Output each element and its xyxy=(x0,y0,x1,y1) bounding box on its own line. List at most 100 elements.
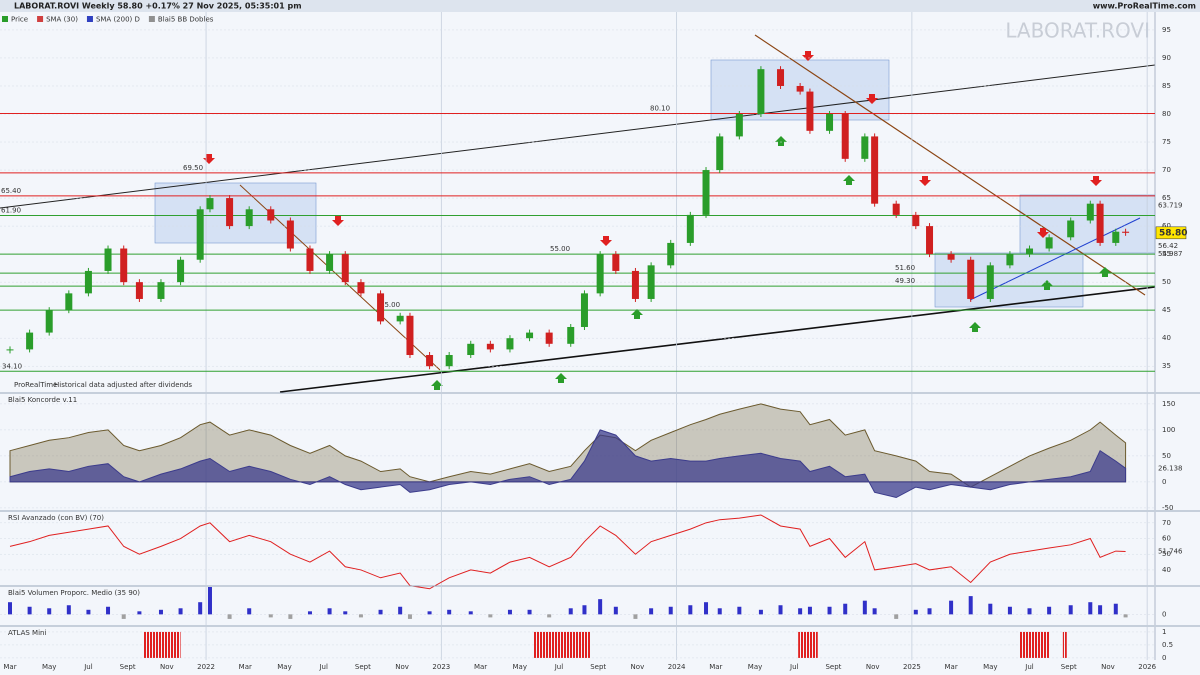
bar xyxy=(158,609,163,615)
y-tick-label: 35 xyxy=(1162,362,1171,370)
buy-arrow xyxy=(1099,267,1111,277)
candle xyxy=(871,136,879,204)
candle xyxy=(135,282,143,299)
level-label: 45.00 xyxy=(380,301,400,309)
x-tick-label: Sept xyxy=(825,663,841,671)
bar xyxy=(106,606,111,615)
bar xyxy=(66,605,71,615)
candle xyxy=(892,203,900,215)
level-label: 55.00 xyxy=(550,245,570,253)
level-label: 51.60 xyxy=(895,264,915,272)
x-tick-label: Nov xyxy=(631,663,645,671)
bar xyxy=(527,609,532,615)
candle xyxy=(667,242,675,266)
bar xyxy=(633,614,638,619)
y-tick-label: 0 xyxy=(1162,654,1166,662)
bar xyxy=(778,605,783,615)
bar xyxy=(649,608,654,615)
x-tick-label: Jul xyxy=(554,663,564,671)
x-tick-label: 2025 xyxy=(903,663,921,671)
sell-arrow xyxy=(866,94,878,104)
bar xyxy=(1027,608,1032,615)
bar xyxy=(447,609,452,615)
legend-swatch xyxy=(148,16,155,22)
x-tick-label: Jul xyxy=(1024,663,1034,671)
candle xyxy=(947,254,955,260)
signal-span xyxy=(798,631,818,658)
candle xyxy=(580,293,588,327)
zone-box xyxy=(710,59,890,121)
buy-arrow xyxy=(555,373,567,383)
candle xyxy=(806,91,814,131)
x-tick-label: May xyxy=(42,663,56,671)
bar xyxy=(547,614,552,618)
note: Historical data adjusted after dividends xyxy=(54,381,192,389)
pane-title: ATLAS Mini xyxy=(8,629,46,637)
bar xyxy=(488,614,493,618)
pane-title: Blai5 Koncorde v.11 xyxy=(8,396,77,404)
bar xyxy=(798,608,803,615)
x-tick-label: Nov xyxy=(395,663,409,671)
x-tick-label: Sept xyxy=(355,663,371,671)
header-title: LABORAT.ROVI Weekly 58.80 +0.17% 27 Nov … xyxy=(14,2,302,11)
x-tick-label: Jul xyxy=(318,663,328,671)
x-tick-label: Nov xyxy=(1101,663,1115,671)
bar xyxy=(86,609,91,615)
candle xyxy=(506,338,514,350)
bar xyxy=(227,614,232,619)
bar xyxy=(27,606,32,615)
candle xyxy=(267,209,275,221)
candle xyxy=(596,254,604,294)
bar xyxy=(198,602,203,615)
level-label: 34.10 xyxy=(2,362,22,370)
candle xyxy=(396,315,404,322)
bar xyxy=(268,614,273,618)
level-label: 69.50 xyxy=(183,164,203,172)
bar xyxy=(1007,606,1012,615)
bar xyxy=(247,608,252,615)
bar xyxy=(927,608,932,615)
x-tick-label: 2023 xyxy=(432,663,450,671)
bar xyxy=(358,614,363,618)
candle xyxy=(1067,220,1075,238)
bar xyxy=(207,587,212,615)
bar xyxy=(1047,606,1052,615)
level-label: 49.30 xyxy=(895,277,915,285)
candle xyxy=(1026,248,1034,255)
buy-arrow xyxy=(631,309,643,319)
pane-title: RSI Avanzado (con BV) (70) xyxy=(8,514,104,522)
last-value-label: 26.138 xyxy=(1158,464,1183,472)
header-site: www.ProRealTime.com xyxy=(1093,2,1196,11)
bar xyxy=(7,602,12,615)
y-tick-label: 45 xyxy=(1162,306,1171,314)
bar xyxy=(758,609,763,615)
candle xyxy=(6,349,14,351)
x-tick-label: Sept xyxy=(590,663,606,671)
buy-arrow xyxy=(775,136,787,146)
bar xyxy=(327,608,332,615)
watermark: LABORAT.ROVI xyxy=(1005,19,1150,43)
candle xyxy=(226,198,234,227)
y-tick-label: 40 xyxy=(1162,566,1171,574)
candle xyxy=(777,69,785,86)
y-tick-label: 70 xyxy=(1162,519,1171,527)
bar xyxy=(807,606,812,615)
candle xyxy=(206,198,214,210)
y-tick-label: 0 xyxy=(1162,610,1166,618)
candle xyxy=(796,85,804,92)
candle xyxy=(326,254,334,271)
y-tick-label: 75 xyxy=(1162,138,1171,146)
line xyxy=(9,514,1126,590)
candle xyxy=(1112,231,1120,243)
candle xyxy=(841,114,849,159)
buy-arrow xyxy=(843,175,855,185)
bar xyxy=(307,611,312,615)
x-tick-label: Sept xyxy=(1061,663,1077,671)
candle xyxy=(406,315,414,356)
x-tick-label: 2024 xyxy=(668,663,686,671)
candle xyxy=(967,259,975,299)
x-tick-label: May xyxy=(983,663,997,671)
candle xyxy=(757,69,765,115)
x-tick-label: Mar xyxy=(3,663,16,671)
